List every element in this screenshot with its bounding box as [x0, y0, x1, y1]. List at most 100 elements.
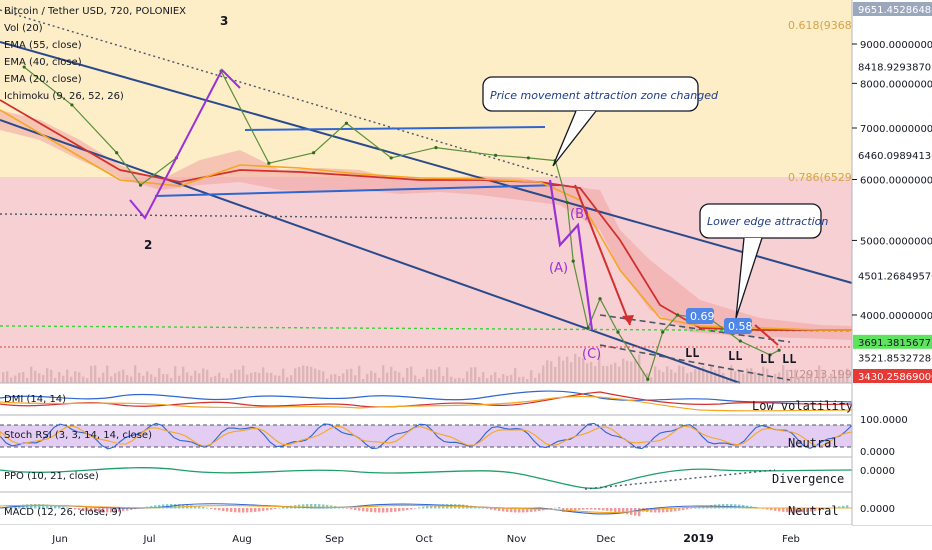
x-tick-label: Jul	[142, 534, 155, 545]
macd-hist-bar	[674, 508, 677, 512]
price-point	[676, 313, 680, 317]
indicator-ema-55[interactable]: EMA (55, close)	[4, 40, 82, 51]
wave-label-c: (C)	[582, 347, 601, 362]
macd-hist-bar	[430, 505, 433, 509]
price-point	[661, 330, 665, 334]
x-tick-label: Dec	[596, 534, 615, 545]
macd-hist-bar	[506, 508, 509, 512]
macd-hist-bar	[798, 508, 801, 513]
volume-bar	[698, 367, 701, 383]
macd-hist-bar	[766, 508, 769, 510]
volume-bar	[390, 366, 393, 383]
volume-bar	[502, 374, 505, 383]
volume-bar	[42, 375, 45, 383]
falling-wedge-lower	[599, 344, 791, 381]
volume-bar	[50, 369, 53, 383]
macd-hist-bar	[202, 507, 205, 509]
macd-hist-bar	[38, 504, 41, 509]
volume-bar	[30, 366, 33, 383]
volume-bar	[142, 375, 145, 383]
volume-bar	[74, 371, 77, 383]
price-axis[interactable]	[852, 0, 932, 525]
macd-hist-bar	[550, 508, 553, 510]
volume-bar	[70, 376, 73, 383]
volume-bar	[282, 368, 285, 383]
volume-bar	[786, 369, 789, 383]
volume-bar	[286, 377, 289, 383]
wave-label-a: (A)	[549, 261, 568, 276]
volume-bar	[178, 375, 181, 383]
indicator-ichimoku[interactable]: Ichimoku (9, 26, 52, 26)	[4, 91, 124, 102]
macd-hist-bar	[594, 508, 597, 510]
macd-hist-bar	[526, 508, 529, 513]
volume-bar	[514, 367, 517, 383]
macd-hist-bar	[658, 508, 661, 513]
dotted-support-line	[0, 213, 561, 220]
macd-hist-bar	[518, 508, 521, 513]
x-tick-label: Nov	[507, 534, 527, 545]
volume-bar	[194, 370, 197, 383]
volume-bar	[186, 372, 189, 383]
price-tag-label: 9651.45286485	[858, 5, 932, 16]
volume-bar	[446, 367, 449, 383]
volume-bar	[118, 371, 121, 383]
volume-bar	[62, 375, 65, 383]
macd-note: Neutral	[788, 504, 839, 518]
volume-bar	[114, 373, 117, 383]
macd-hist-bar	[222, 508, 225, 511]
indicator-ema-20[interactable]: EMA (20, close)	[4, 74, 82, 85]
macd-hist-bar	[242, 508, 245, 513]
volume-bar	[618, 366, 621, 383]
volume-bar	[470, 367, 473, 383]
volume-bar	[814, 378, 817, 383]
volume-bar	[834, 376, 837, 383]
price-point	[312, 151, 316, 155]
macd-hist-bar	[626, 508, 629, 515]
macd-hist-bar	[18, 505, 21, 509]
time-axis[interactable]	[0, 525, 852, 550]
resistance-line	[244, 126, 546, 131]
volume-bar	[710, 365, 713, 383]
volume-bar	[166, 374, 169, 383]
price-point	[646, 377, 650, 381]
macd-hist-bar	[846, 505, 849, 509]
wave-label-b: (B)	[570, 207, 589, 222]
x-tick-label: Feb	[782, 534, 800, 545]
volume-bar	[306, 366, 309, 383]
volume-bar	[346, 369, 349, 383]
fib-upper-zone	[0, 0, 852, 177]
macd-hist-bar	[410, 508, 413, 510]
volume-bar	[90, 365, 93, 383]
macd-hist-bar	[30, 504, 33, 509]
macd-hist-bar	[198, 506, 201, 509]
indicator-vol[interactable]: Vol (20)	[4, 23, 43, 34]
price-tag-label: 8418.92938703	[858, 62, 932, 73]
volume-bar	[266, 372, 269, 383]
macd-hist-bar	[654, 508, 657, 513]
volume-bar	[362, 378, 365, 383]
volume-bar	[406, 367, 409, 383]
macd-hist-bar	[50, 504, 53, 509]
y-tick-label: 4000.00000000	[860, 311, 932, 322]
macd-hist-bar	[154, 505, 157, 509]
ratio-badge-069	[686, 308, 714, 324]
macd-hist-bar	[842, 505, 845, 509]
volume-bar	[122, 369, 125, 383]
volume-bar	[318, 370, 321, 383]
volume-bar	[554, 366, 557, 383]
price-point	[70, 103, 74, 107]
volume-bar	[670, 369, 673, 383]
volume-bar	[350, 368, 353, 383]
macd-hist-bar	[158, 504, 161, 509]
volume-bar	[270, 372, 273, 383]
macd-hist-bar	[806, 508, 809, 512]
ema-55-line	[0, 99, 852, 331]
macd-hist-bar	[682, 508, 685, 511]
volume-bar	[38, 373, 41, 383]
volume-bar	[478, 376, 481, 383]
macd-title: MACD (12, 26, close, 9)	[4, 507, 122, 518]
volume-bar	[102, 372, 105, 383]
indicator-ema-40[interactable]: EMA (40, close)	[4, 57, 82, 68]
macd-hist-bar	[774, 508, 777, 511]
